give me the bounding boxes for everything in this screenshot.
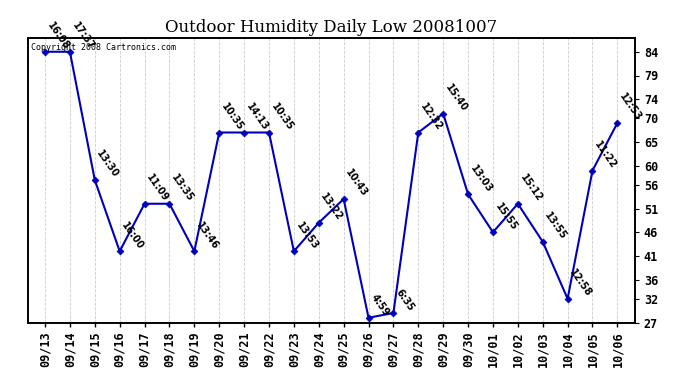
Text: 13:46: 13:46: [195, 220, 220, 251]
Text: 15:40: 15:40: [443, 82, 469, 114]
Text: 13:22: 13:22: [319, 192, 345, 223]
Text: 11:09: 11:09: [145, 172, 170, 204]
Text: 4:59: 4:59: [368, 292, 391, 318]
Text: 13:53: 13:53: [294, 220, 320, 251]
Text: 14:13: 14:13: [244, 101, 270, 132]
Text: 13:30: 13:30: [95, 149, 121, 180]
Text: 13:35: 13:35: [170, 172, 195, 204]
Text: 12:58: 12:58: [568, 267, 593, 299]
Text: 12:32: 12:32: [418, 101, 444, 132]
Text: 10:35: 10:35: [269, 101, 295, 132]
Text: 11:22: 11:22: [593, 140, 618, 171]
Text: 12:53: 12:53: [618, 92, 643, 123]
Text: 15:55: 15:55: [493, 201, 519, 232]
Text: 6:35: 6:35: [393, 287, 415, 313]
Text: 13:03: 13:03: [468, 163, 494, 194]
Text: Copyright 2008 Cartronics.com: Copyright 2008 Cartronics.com: [30, 43, 176, 52]
Text: 10:35: 10:35: [219, 101, 245, 132]
Text: 13:55: 13:55: [543, 211, 569, 242]
Title: Outdoor Humidity Daily Low 20081007: Outdoor Humidity Daily Low 20081007: [165, 19, 497, 36]
Text: 16:08: 16:08: [45, 21, 71, 52]
Text: 17:37: 17:37: [70, 21, 96, 52]
Text: 10:43: 10:43: [344, 168, 370, 199]
Text: 16:00: 16:00: [119, 220, 146, 251]
Text: 15:12: 15:12: [518, 172, 544, 204]
